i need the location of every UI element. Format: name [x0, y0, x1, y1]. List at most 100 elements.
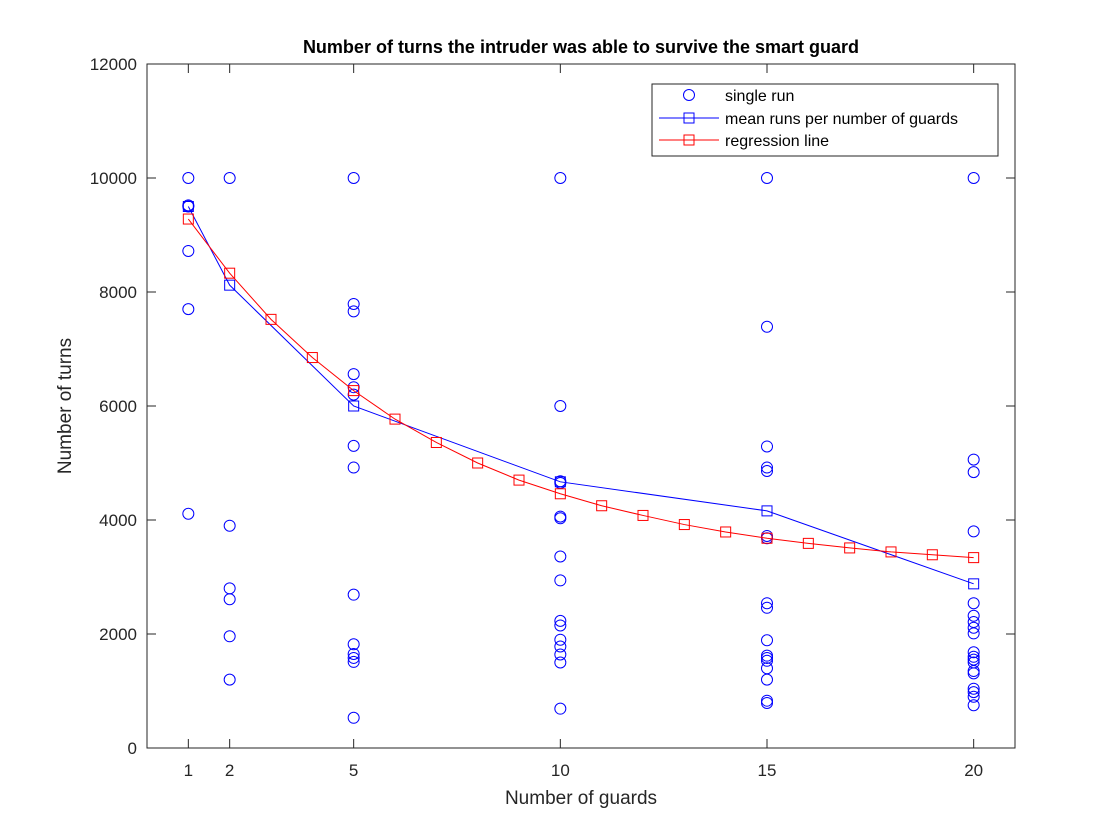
regression-point-14	[761, 532, 773, 544]
x-tick-label-0: 1	[184, 761, 193, 780]
single-run-point-41	[761, 172, 773, 184]
single-run-point-53	[761, 654, 773, 667]
legend-box	[651, 83, 999, 157]
regression-point-0	[182, 213, 194, 225]
regression-point-12	[678, 519, 690, 531]
single-run-point-12	[347, 172, 360, 184]
single-run-point-74	[967, 686, 980, 699]
regression-point-9	[554, 488, 566, 500]
single-run-point-24	[347, 655, 360, 668]
single-run-point-61	[967, 525, 980, 538]
single-run-point-63	[967, 609, 980, 622]
single-run-point-9	[223, 593, 236, 606]
single-run-point-52	[761, 651, 773, 664]
single-run-point-33	[554, 574, 567, 587]
single-run-point-50	[761, 634, 773, 647]
y-tick-label-3: 6000	[99, 397, 137, 416]
x-tick-label-1: 2	[225, 761, 234, 780]
single-run-point-60	[967, 466, 980, 479]
single-run-series	[182, 172, 980, 724]
regression-point-3	[306, 352, 318, 364]
single-run-point-76	[967, 699, 980, 712]
regression-point-17	[885, 546, 897, 558]
regression-point-18	[926, 549, 938, 561]
x-tick-label-5: 20	[964, 761, 983, 780]
single-run-point-58	[967, 172, 980, 184]
single-run-point-45	[761, 464, 773, 477]
single-run-point-3	[182, 244, 195, 257]
y-tick-label-4: 8000	[99, 283, 137, 302]
single-run-point-11	[223, 673, 236, 686]
regression-series	[182, 213, 980, 564]
mean-line	[187, 206, 974, 585]
single-run-point-49	[761, 601, 773, 614]
single-run-point-13	[347, 297, 360, 310]
regression-point-8	[513, 474, 525, 486]
single-run-point-44	[761, 461, 773, 474]
x-tick-label-4: 15	[758, 761, 777, 780]
plot-area	[146, 63, 1016, 749]
regression-point-7	[472, 457, 484, 469]
regression-point-1	[224, 267, 236, 279]
legend-regression-label: regression line	[725, 133, 829, 150]
regression-point-11	[637, 509, 649, 521]
ticks-layer: 1 2 5 10 15 20 0 2000 4000 6000 8000 10000 12000	[90, 55, 1015, 780]
mean-point-2	[348, 400, 360, 412]
single-run-point-32	[554, 550, 567, 563]
single-run-point-14	[347, 305, 360, 318]
chart-title: Number of turns the intruder was able to…	[303, 37, 859, 57]
single-run-point-73	[967, 682, 980, 695]
y-axis-label: Number of turns	[55, 338, 76, 474]
y-tick-label-0: 0	[128, 739, 137, 758]
mean-point-0	[182, 201, 194, 212]
single-run-point-5	[182, 507, 195, 520]
single-run-point-37	[554, 640, 567, 653]
single-run-point-67	[967, 646, 980, 659]
mean-point-4	[761, 505, 773, 517]
single-run-point-48	[761, 597, 773, 610]
single-run-point-62	[967, 597, 980, 610]
y-tick-label-5: 10000	[90, 169, 137, 188]
mean-point-1	[224, 279, 236, 291]
series-layer	[182, 172, 980, 724]
x-axis-label: Number of guards	[505, 788, 657, 809]
single-run-point-68	[967, 650, 980, 663]
single-run-point-4	[182, 303, 195, 316]
legend-single-run-label: single run	[725, 88, 794, 105]
regression-point-2	[265, 313, 277, 325]
single-run-point-7	[223, 519, 236, 532]
single-run-point-31	[554, 512, 567, 525]
single-run-point-23	[347, 651, 360, 664]
single-run-point-15	[347, 368, 360, 381]
mean-point-3	[554, 476, 566, 488]
single-run-point-36	[554, 633, 567, 646]
single-run-point-27	[554, 400, 567, 412]
single-run-point-38	[554, 648, 567, 661]
single-run-point-20	[347, 588, 360, 601]
regression-point-13	[720, 526, 732, 538]
mean-series	[182, 201, 980, 590]
single-run-point-40	[554, 702, 567, 715]
single-run-point-57	[761, 696, 773, 709]
legend-mean-marker	[683, 112, 695, 124]
single-run-point-10	[223, 630, 236, 643]
single-run-point-26	[554, 172, 567, 184]
regression-point-16	[844, 542, 856, 554]
regression-point-15	[802, 537, 814, 549]
single-run-point-55	[761, 673, 773, 686]
legend-regression-marker	[683, 134, 695, 146]
x-tick-label-2: 5	[349, 761, 358, 780]
single-run-point-6	[223, 172, 236, 184]
single-run-point-65	[967, 621, 980, 634]
regression-point-4	[348, 385, 360, 397]
single-run-point-35	[554, 619, 567, 632]
single-run-point-43	[761, 440, 773, 453]
single-run-point-66	[967, 627, 980, 640]
single-run-point-39	[554, 656, 567, 669]
legend-single-run-marker	[683, 89, 695, 101]
single-run-point-19	[347, 461, 360, 474]
regression-point-5	[389, 413, 401, 425]
y-tick-label-6: 12000	[90, 55, 137, 74]
single-run-point-59	[967, 453, 980, 466]
single-run-point-42	[761, 320, 773, 333]
